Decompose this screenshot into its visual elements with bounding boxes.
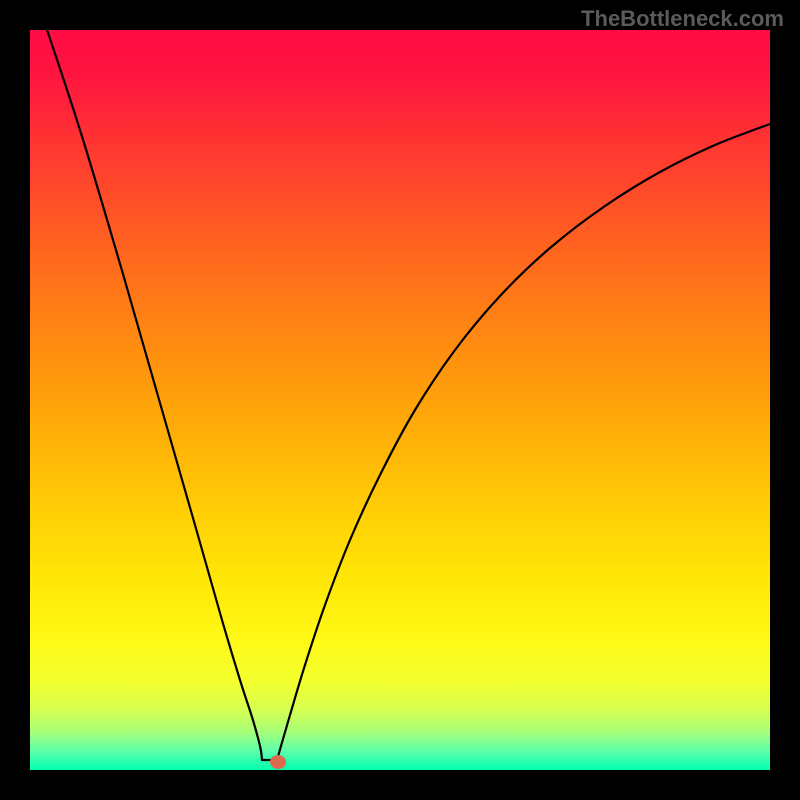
plot-area-gradient [30, 30, 770, 770]
minimum-marker [270, 755, 286, 769]
chart-container: { "watermark": { "text": "TheBottleneck.… [0, 0, 800, 800]
chart-svg [0, 0, 800, 800]
watermark-text: TheBottleneck.com [581, 6, 784, 32]
